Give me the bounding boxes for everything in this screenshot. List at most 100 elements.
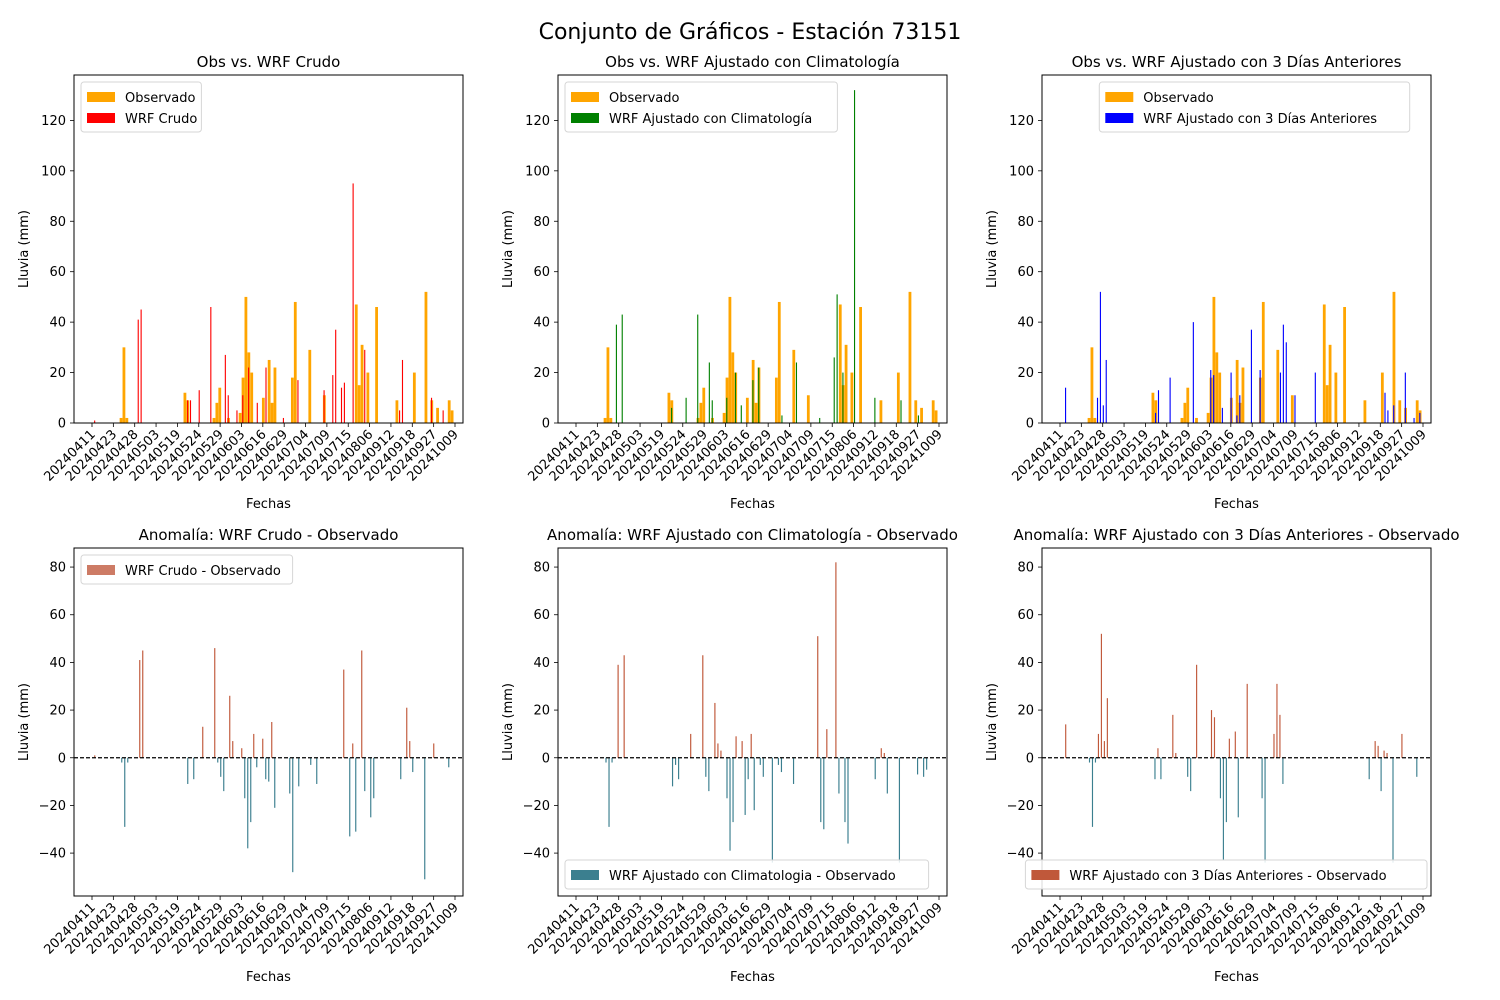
y-tick-label: 60	[1017, 265, 1034, 280]
y-axis-label: Lluvia (mm)	[985, 210, 1000, 288]
bar-anomaly	[820, 757, 822, 823]
chart-title: Anomalía: WRF Crudo - Observado	[139, 526, 399, 544]
bar-wrf	[210, 307, 212, 423]
bar-anomaly	[373, 757, 375, 799]
bar-anomaly	[349, 757, 351, 837]
y-tick-label: 60	[49, 265, 66, 280]
y-axis-label: Lluvia (mm)	[17, 683, 32, 761]
y-tick-label: 0	[58, 751, 66, 766]
x-axis-label: Fechas	[730, 970, 775, 985]
bar-observado	[728, 296, 732, 423]
bar-wrf	[256, 402, 258, 423]
chart-title: Obs vs. WRF Ajustado con 3 Días Anterior…	[1072, 53, 1402, 71]
y-tick-label: 20	[1017, 704, 1034, 719]
y-tick-label: 40	[533, 316, 550, 331]
bar-wrf	[781, 415, 783, 423]
bar-anomaly	[361, 650, 363, 758]
bar-anomaly	[355, 757, 357, 832]
bar-wrf	[1236, 415, 1238, 423]
bar-anomaly	[726, 757, 728, 799]
legend-swatch	[1031, 870, 1060, 880]
bar-anomaly	[316, 757, 318, 784]
bar-wrf	[1096, 397, 1099, 423]
bar-anomaly	[310, 757, 312, 765]
bar-anomaly	[1279, 714, 1281, 758]
bar-observado	[1183, 402, 1187, 423]
chart-title: Obs vs. WRF Ajustado con Climatología	[605, 53, 900, 71]
bar-wrf	[900, 400, 902, 423]
bar-anomaly	[1386, 752, 1388, 758]
bar-observado	[1212, 296, 1216, 423]
bar-wrf	[697, 314, 699, 423]
bar-wrf	[1282, 324, 1284, 423]
bar-anomaly	[364, 757, 366, 792]
bar-observado	[293, 301, 297, 423]
legend-swatch	[87, 92, 115, 102]
bar-anomaly	[1374, 741, 1376, 758]
y-tick-label: 40	[1017, 316, 1034, 331]
bar-anomaly	[1222, 757, 1224, 861]
bar-observado	[267, 359, 271, 423]
y-tick-label: 0	[542, 751, 550, 766]
bar-observado	[212, 417, 216, 423]
bar-observado	[183, 392, 187, 423]
bar-wrf	[352, 183, 354, 423]
bar-anomaly	[720, 750, 722, 758]
y-axis-label: Lluvia (mm)	[501, 210, 516, 288]
bar-anomaly	[792, 757, 795, 784]
bar-observado	[1154, 400, 1158, 423]
bar-observado	[1180, 417, 1184, 423]
bar-wrf	[1213, 375, 1215, 423]
bar-observado	[1151, 392, 1155, 423]
y-tick-label: −40	[1007, 847, 1034, 862]
bar-observado	[1415, 400, 1419, 423]
y-tick-label: 40	[49, 656, 66, 671]
bar-wrf	[236, 410, 238, 423]
chart-title: Anomalía: WRF Ajustado con Climatología …	[547, 526, 958, 544]
bar-observado	[934, 410, 938, 423]
bar-anomaly	[1246, 683, 1248, 758]
bar-observado	[774, 377, 778, 423]
y-tick-label: 80	[49, 561, 66, 576]
bar-anomaly	[750, 733, 752, 758]
bar-observado	[908, 291, 912, 423]
bar-observado	[850, 372, 854, 423]
bar-anomaly	[1190, 757, 1192, 792]
bar-observado	[1195, 417, 1198, 423]
bar-observado	[360, 344, 364, 423]
bar-anomaly	[1213, 717, 1216, 758]
legend-label: WRF Ajustado con 3 Días Anteriores	[1143, 112, 1377, 127]
bar-anomaly	[759, 757, 761, 765]
bar-anomaly	[1383, 750, 1385, 758]
chart-panel-1: Obs vs. WRF Crudo 0 20 40 60 80 100 120 Lluvia (…	[17, 53, 464, 512]
bar-anomaly	[608, 757, 610, 827]
bar-observado	[1322, 304, 1326, 423]
bar-anomaly	[193, 757, 195, 780]
bar-anomaly	[777, 757, 780, 765]
bar-wrf	[242, 395, 244, 423]
y-tick-label: 0	[542, 417, 550, 432]
bar-observado	[1206, 412, 1210, 423]
bar-anomaly	[298, 757, 300, 787]
legend-swatch	[1105, 113, 1134, 123]
bar-observado	[914, 400, 918, 423]
bar-observado	[436, 407, 439, 423]
bar-anomaly	[292, 757, 294, 873]
bar-anomaly	[142, 650, 144, 758]
bar-wrf	[224, 354, 226, 423]
bar-anomaly	[1157, 748, 1159, 758]
bar-observado	[702, 387, 706, 423]
bar-anomaly	[265, 757, 267, 780]
bar-anomaly	[256, 757, 258, 768]
bar-anomaly	[1237, 757, 1239, 818]
bar-anomaly	[780, 757, 783, 773]
bar-wrf	[1384, 392, 1386, 423]
bar-wrf	[752, 380, 754, 423]
y-tick-label: 80	[1017, 561, 1034, 576]
bar-observado	[125, 417, 129, 423]
y-tick-label: 100	[1009, 164, 1034, 179]
bar-wrf	[1157, 390, 1160, 423]
legend-label: Observado	[1143, 91, 1214, 106]
bar-anomaly	[883, 752, 885, 758]
